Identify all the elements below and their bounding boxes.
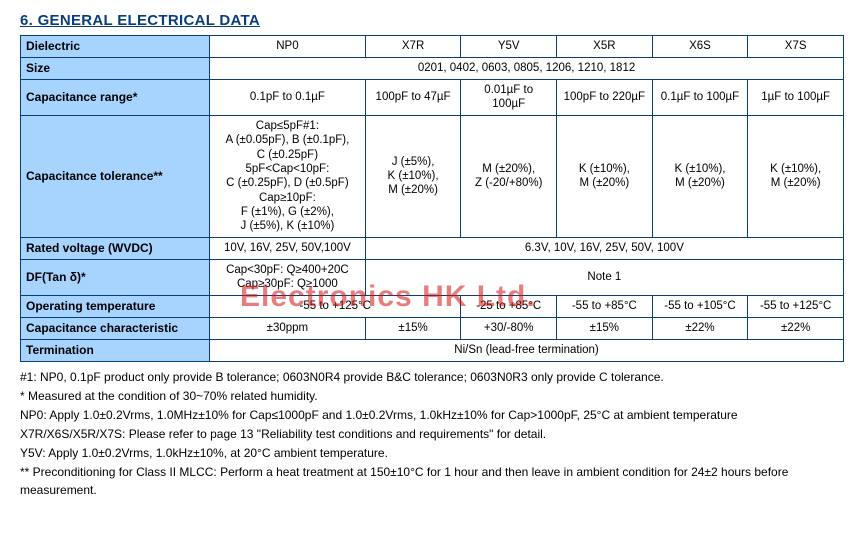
- col-np0: NP0: [210, 36, 366, 58]
- label-size: Size: [21, 58, 210, 80]
- col-x5r: X5R: [557, 36, 653, 58]
- row-termination: Termination Ni/Sn (lead-free termination…: [21, 339, 844, 361]
- cap-tol-x6s: K (±10%), M (±20%): [652, 115, 748, 237]
- row-df: DF(Tan δ)* Cap<30pF: Q≥400+20C Cap≥30pF:…: [21, 259, 844, 295]
- footnote-3: NP0: Apply 1.0±0.2Vrms, 1.0MHz±10% for C…: [20, 406, 844, 424]
- row-cap-char: Capacitance characteristic ±30ppm ±15% +…: [21, 317, 844, 339]
- label-dielectric: Dielectric: [21, 36, 210, 58]
- df-np0: Cap<30pF: Q≥400+20C Cap≥30pF: Q≥1000: [210, 259, 366, 295]
- row-rated-v: Rated voltage (WVDC) 10V, 16V, 25V, 50V,…: [21, 237, 844, 259]
- footnotes: #1: NP0, 0.1pF product only provide B to…: [20, 368, 844, 499]
- row-size: Size 0201, 0402, 0603, 0805, 1206, 1210,…: [21, 58, 844, 80]
- footnote-1: #1: NP0, 0.1pF product only provide B to…: [20, 368, 844, 386]
- cap-char-x7s: ±22%: [748, 317, 844, 339]
- cap-tol-x5r: K (±10%), M (±20%): [557, 115, 653, 237]
- row-op-temp: Operating temperature -55 to +125°C -25 …: [21, 295, 844, 317]
- footnote-2: * Measured at the condition of 30~70% re…: [20, 387, 844, 405]
- op-temp-x7s: -55 to +125°C: [748, 295, 844, 317]
- cap-range-y5v: 0.01µF to 100µF: [461, 80, 557, 116]
- label-cap-range: Capacitance range*: [21, 80, 210, 116]
- cap-range-x6s: 0.1µF to 100µF: [652, 80, 748, 116]
- cap-char-x7r: ±15%: [365, 317, 461, 339]
- df-rest: Note 1: [365, 259, 843, 295]
- col-x7r: X7R: [365, 36, 461, 58]
- cap-tol-x7r: J (±5%), K (±10%), M (±20%): [365, 115, 461, 237]
- col-x6s: X6S: [652, 36, 748, 58]
- label-cap-tol: Capacitance tolerance**: [21, 115, 210, 237]
- cap-char-x5r: ±15%: [557, 317, 653, 339]
- cap-range-x7r: 100pF to 47µF: [365, 80, 461, 116]
- termination-value: Ni/Sn (lead-free termination): [210, 339, 844, 361]
- row-cap-tol: Capacitance tolerance** Cap≤5pF#1: A (±0…: [21, 115, 844, 237]
- cap-char-np0: ±30ppm: [210, 317, 366, 339]
- size-value: 0201, 0402, 0603, 0805, 1206, 1210, 1812: [210, 58, 844, 80]
- col-x7s: X7S: [748, 36, 844, 58]
- label-op-temp: Operating temperature: [21, 295, 210, 317]
- cap-range-np0: 0.1pF to 0.1µF: [210, 80, 366, 116]
- label-cap-char: Capacitance characteristic: [21, 317, 210, 339]
- label-df: DF(Tan δ)*: [21, 259, 210, 295]
- op-temp-y5v: -25 to +85°C: [461, 295, 557, 317]
- row-dielectric: Dielectric NP0 X7R Y5V X5R X6S X7S: [21, 36, 844, 58]
- section-title: 6. GENERAL ELECTRICAL DATA: [20, 12, 844, 29]
- col-y5v: Y5V: [461, 36, 557, 58]
- rated-v-rest: 6.3V, 10V, 16V, 25V, 50V, 100V: [365, 237, 843, 259]
- footnote-5: Y5V: Apply 1.0±0.2Vrms, 1.0kHz±10%, at 2…: [20, 444, 844, 462]
- footnote-4: X7R/X6S/X5R/X7S: Please refer to page 13…: [20, 425, 844, 443]
- op-temp-x6s: -55 to +105°C: [652, 295, 748, 317]
- cap-tol-np0: Cap≤5pF#1: A (±0.05pF), B (±0.1pF), C (±…: [210, 115, 366, 237]
- rated-v-np0: 10V, 16V, 25V, 50V,100V: [210, 237, 366, 259]
- cap-char-x6s: ±22%: [652, 317, 748, 339]
- op-temp-x5r: -55 to +85°C: [557, 295, 653, 317]
- cap-tol-x7s: K (±10%), M (±20%): [748, 115, 844, 237]
- electrical-data-table: Dielectric NP0 X7R Y5V X5R X6S X7S Size …: [20, 35, 844, 362]
- cap-tol-y5v: M (±20%), Z (-20/+80%): [461, 115, 557, 237]
- cap-char-y5v: +30/-80%: [461, 317, 557, 339]
- label-rated-v: Rated voltage (WVDC): [21, 237, 210, 259]
- cap-range-x7s: 1µF to 100µF: [748, 80, 844, 116]
- row-cap-range: Capacitance range* 0.1pF to 0.1µF 100pF …: [21, 80, 844, 116]
- cap-range-x5r: 100pF to 220µF: [557, 80, 653, 116]
- op-temp-np0x7r: -55 to +125°C: [210, 295, 461, 317]
- label-termination: Termination: [21, 339, 210, 361]
- footnote-6: ** Preconditioning for Class II MLCC: Pe…: [20, 463, 844, 499]
